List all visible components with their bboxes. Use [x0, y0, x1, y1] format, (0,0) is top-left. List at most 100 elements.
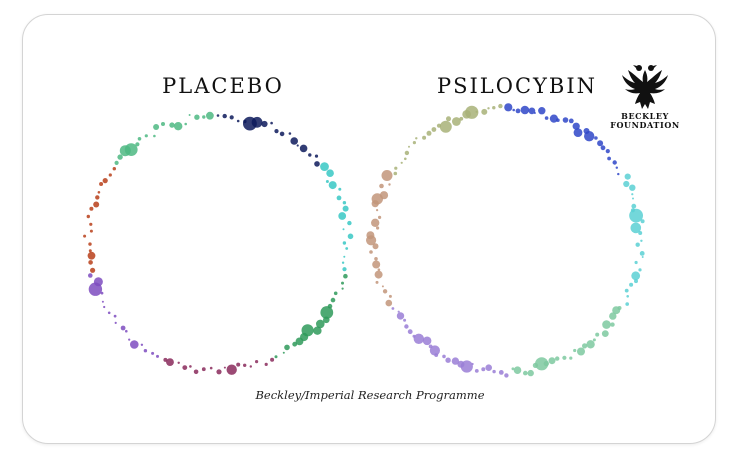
ring-node	[422, 336, 432, 346]
ring-node	[114, 160, 119, 165]
ring-node	[385, 299, 393, 307]
ring-node	[639, 251, 645, 256]
ring-node	[107, 311, 111, 315]
ring-node	[548, 357, 556, 365]
ring-node	[431, 127, 437, 132]
ring-node	[330, 297, 336, 303]
ring-node	[338, 212, 347, 220]
ring-node	[369, 250, 373, 254]
ring-node	[451, 357, 460, 365]
ring-node	[135, 142, 140, 147]
ring-node	[498, 103, 503, 109]
ring-node	[99, 182, 104, 186]
ring-node	[492, 369, 496, 374]
ring-node	[236, 119, 240, 123]
ring-node	[379, 191, 389, 200]
ring-node	[222, 113, 227, 119]
ring-node	[512, 108, 515, 112]
ring-1	[366, 103, 645, 378]
ring-node	[169, 122, 175, 128]
ring-node	[609, 312, 617, 320]
ring-node	[626, 295, 629, 298]
ring-node	[113, 314, 117, 318]
ring-node	[632, 197, 634, 200]
ring-node	[562, 117, 569, 123]
ring-node	[381, 170, 393, 181]
ring-node	[374, 270, 383, 279]
ring-node	[568, 118, 574, 124]
ring-node	[371, 218, 380, 227]
ring-node	[328, 181, 337, 190]
ring-node	[89, 222, 93, 226]
ring-node	[314, 154, 319, 158]
ring-node	[605, 149, 610, 154]
ring-node	[638, 231, 643, 235]
ring-node	[372, 243, 379, 250]
ring-node	[388, 294, 392, 298]
ring-node	[640, 219, 645, 224]
ring-node	[394, 166, 398, 170]
ring-node	[103, 305, 106, 309]
ring-node	[102, 178, 108, 184]
ring-node	[87, 251, 96, 260]
ring-node	[485, 364, 493, 372]
ring-node	[140, 343, 144, 346]
ring-node	[400, 161, 403, 164]
ring-node	[634, 279, 638, 284]
ring-node	[88, 260, 93, 265]
ring-node	[143, 349, 148, 353]
ring-node	[594, 136, 598, 140]
ring-node	[592, 338, 596, 342]
ring-node	[270, 121, 273, 125]
ring-node	[602, 320, 611, 329]
ring-node	[612, 306, 621, 315]
ring-node	[459, 116, 464, 121]
ring-node	[520, 105, 530, 115]
ring-node	[535, 357, 549, 371]
ring-node	[544, 116, 549, 120]
ring-node	[333, 291, 338, 296]
ring-node	[396, 312, 405, 320]
ring-node	[88, 273, 93, 278]
ring-node	[189, 365, 192, 368]
ring-node	[532, 362, 539, 368]
ring-node	[341, 287, 344, 290]
ring-node	[374, 257, 378, 261]
ring-node	[264, 362, 268, 366]
ring-node	[573, 128, 583, 138]
ring-node	[89, 206, 94, 211]
ring-node	[163, 357, 168, 362]
ring-node	[177, 361, 180, 364]
ring-node	[202, 115, 206, 119]
caption: Beckley/Imperial Research Programme	[255, 388, 485, 402]
ring-node	[569, 356, 573, 360]
ring-node	[326, 169, 334, 177]
ring-node	[153, 134, 156, 138]
ring-node	[313, 326, 322, 335]
ring-node	[404, 150, 410, 156]
placebo-title: PLACEBO	[162, 74, 284, 98]
ring-node	[555, 356, 560, 361]
ring-node	[223, 366, 226, 369]
ring-node	[201, 367, 206, 372]
ring-node	[366, 231, 375, 240]
ring-node	[556, 118, 560, 122]
ring-node	[93, 277, 103, 287]
ring-node	[347, 220, 352, 226]
ring-node	[573, 348, 577, 353]
ring-node	[372, 260, 381, 269]
ring-node	[511, 367, 515, 371]
ring-node	[377, 268, 381, 272]
ring-node	[498, 370, 504, 375]
ring-node	[216, 369, 222, 375]
ring-node	[299, 144, 308, 153]
ring-node	[156, 354, 159, 358]
ring-node	[342, 241, 347, 245]
ring-node	[144, 134, 148, 138]
ring-node	[338, 187, 342, 191]
ring-node	[638, 268, 642, 272]
ring-node	[117, 154, 123, 160]
logo-text-line2: FOUNDATION	[610, 120, 680, 130]
ring-node	[412, 334, 416, 338]
